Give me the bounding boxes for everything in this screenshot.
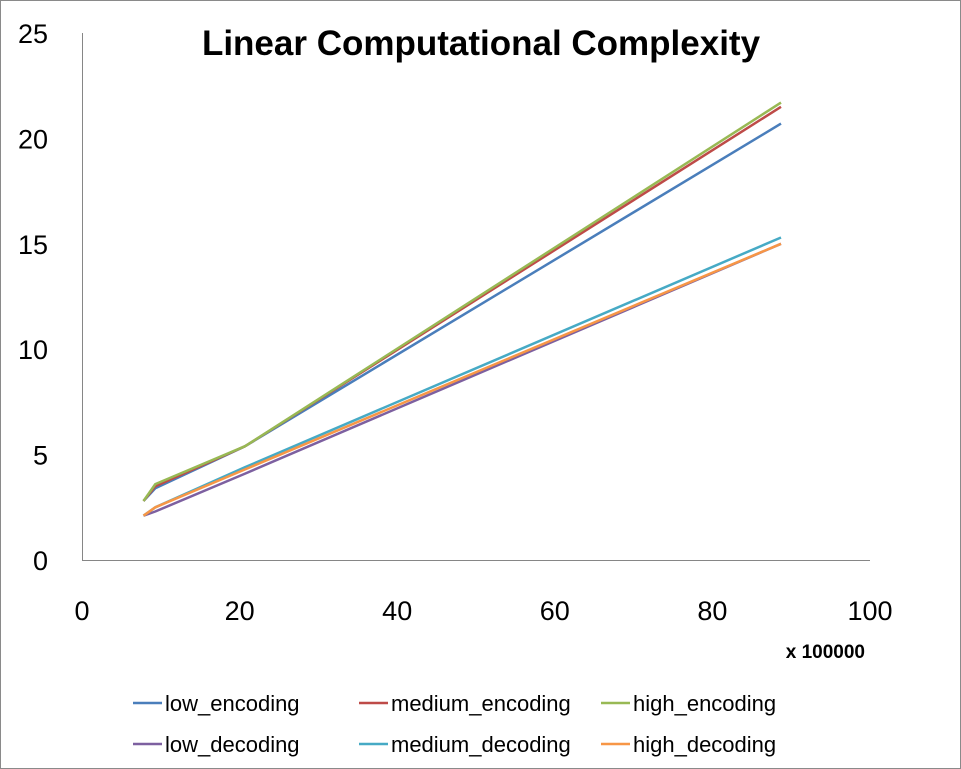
legend-label: low_decoding [165,732,300,757]
x-tick-label: 80 [697,596,727,626]
y-tick-label: 5 [33,441,48,471]
series-lines [142,101,782,517]
x-tick-label: 60 [540,596,570,626]
legend-item-high-decoding: high_decoding [601,732,776,757]
y-tick-label: 15 [18,230,48,260]
y-tick-label: 0 [33,546,48,576]
legend-label: low_encoding [165,691,300,716]
y-tick-labels: 0 5 10 15 20 25 [18,19,48,576]
chart-title: Linear Computational Complexity [202,24,761,63]
legend-item-low-encoding: low_encoding [133,691,300,716]
legend-label: high_decoding [633,732,776,757]
series-line-high-decoding [142,242,782,517]
y-tick-label: 10 [18,335,48,365]
x-tick-label: 40 [382,596,412,626]
x-tick-labels: 0 20 40 60 80 100 [74,596,892,626]
x-tick-label: 0 [74,596,89,626]
x-tick-label: 100 [847,596,892,626]
legend-label: high_encoding [633,691,776,716]
series-line-medium-encoding [142,105,782,502]
series-line-low-decoding [143,242,782,517]
legend: low_encoding medium_encoding high_encoding… [133,691,776,757]
legend-item-low-decoding: low_decoding [133,732,300,757]
y-tick-label: 25 [18,19,48,49]
x-axis-unit-label: x 100000 [786,642,865,663]
x-tick-label: 20 [225,596,255,626]
axes [82,33,870,561]
series-line-medium-decoding [142,236,782,517]
series-line-high-encoding [142,101,782,502]
y-tick-label: 20 [18,124,48,154]
legend-label: medium_encoding [391,691,571,716]
legend-label: medium_decoding [391,732,571,757]
legend-item-high-encoding: high_encoding [601,691,776,716]
legend-item-medium-decoding: medium_decoding [359,732,571,757]
series-line-low-encoding [142,122,782,502]
legend-item-medium-encoding: medium_encoding [359,691,571,716]
